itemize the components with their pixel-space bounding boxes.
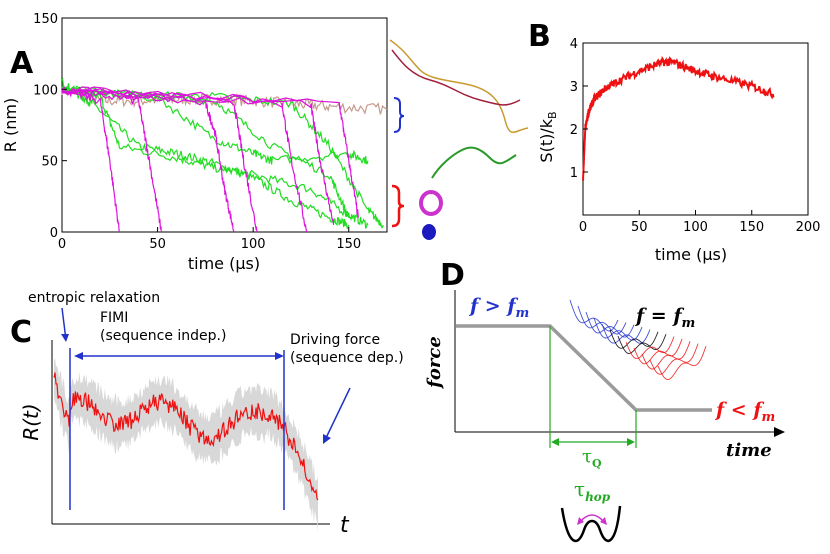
panel-a-lines — [61, 77, 388, 233]
entropic-arrowhead — [61, 334, 69, 342]
panel-a-ylabel: R (nm) — [1, 98, 20, 152]
partially-folded-chain-green — [431, 146, 517, 179]
panel-b-ytick-label: 4 — [570, 37, 578, 52]
panel-d: D τQ f > fm f = fm f < fm force time τho… — [424, 258, 785, 542]
landscape-curve-5 — [609, 329, 659, 349]
panel-b-ytick-label: 1 — [570, 166, 578, 181]
landscape-curve-6 — [617, 334, 667, 354]
driving-force-arrowhead — [323, 434, 331, 444]
panel-a: A 0 50 100 150 0 50 100 150 time (μs) R (nm) — [1, 12, 529, 273]
fimi-sublabel: (sequence indep.) — [100, 328, 226, 344]
tau-hop-label: τhop — [574, 477, 611, 504]
fimi-arrow-right-head — [275, 352, 284, 360]
force-protocol-line — [456, 324, 712, 412]
red-bracket — [391, 184, 405, 228]
landscape-curve-7 — [625, 336, 675, 360]
panel-d-xaxis-arrowhead — [774, 427, 785, 437]
label-force-below-threshold: f < fm — [714, 399, 775, 425]
energy-landscape-curves — [569, 299, 707, 380]
panel-a-series-12 — [61, 86, 359, 218]
panel-a-frame — [61, 17, 388, 233]
panel-a-ytick-label: 100 — [33, 83, 58, 98]
panel-a-series-8 — [61, 88, 235, 233]
panel-a-series-7 — [61, 86, 162, 233]
panel-b-xtick-label: 150 — [739, 220, 764, 235]
panel-b-ytick-label: 2 — [570, 123, 578, 138]
blue-bracket — [393, 97, 405, 133]
globule-conformation-blue — [422, 224, 436, 240]
extended-chain-crimson — [391, 49, 521, 106]
panel-c-xlabel: t — [340, 513, 350, 538]
panel-c: C entropic relaxation FIMI (sequence ind… — [10, 290, 404, 538]
tau-q-left-head — [551, 438, 559, 446]
panel-a-xtick-label: 100 — [241, 237, 266, 252]
panel-a-ytick-label: 150 — [33, 12, 58, 27]
panel-b-xtick-label: 200 — [796, 220, 821, 235]
panel-a-ticks: 0 50 100 150 0 50 100 150 — [33, 12, 361, 252]
panel-a-ytick-label: 50 — [41, 155, 58, 170]
panel-a-series-6 — [61, 86, 120, 233]
panel-b-xtick-label: 100 — [683, 220, 708, 235]
panel-a-xtick-label: 0 — [58, 237, 66, 252]
panel-c-trajectory — [53, 372, 319, 501]
landscape-curve-11 — [657, 345, 707, 380]
panel-a-series-4 — [61, 85, 350, 218]
panel-a-xtick-label: 150 — [336, 237, 361, 252]
entropic-relaxation-label: entropic relaxation — [28, 290, 160, 306]
label-force-at-threshold: f = fm — [634, 305, 695, 331]
driving-force-sublabel: (sequence dep.) — [290, 350, 404, 366]
panel-a-series-9 — [61, 86, 258, 233]
panel-a-letter: A — [10, 46, 34, 81]
driving-force-label: Driving force — [290, 332, 380, 348]
panel-b-ticks: 0 50 100 150 200 1 2 3 4 — [570, 37, 821, 235]
panel-d-letter: D — [440, 258, 465, 293]
fimi-label: FIMI — [100, 310, 128, 326]
panel-d-ylabel: force — [424, 336, 445, 390]
panel-a-series-11 — [61, 88, 335, 225]
panel-b-xlabel: time (μs) — [655, 245, 727, 264]
landscape-curve-8 — [633, 338, 683, 365]
panel-d-xlabel: time — [726, 440, 772, 461]
panel-b-ylabel: S(t)/kB — [537, 111, 559, 162]
double-well-potential — [560, 505, 622, 542]
panel-b-xtick-label: 50 — [631, 220, 648, 235]
panel-b: B 0 50 100 150 200 1 2 3 4 time (μs) S(t)/kB — [528, 19, 820, 264]
label-force-above-threshold: f > fm — [468, 295, 529, 321]
panel-b-letter: B — [528, 19, 551, 54]
landscape-curve-9 — [641, 341, 691, 370]
hop-arrow — [579, 514, 605, 523]
driving-force-arrow — [325, 387, 351, 439]
panel-b-lines — [582, 55, 775, 181]
fimi-arrow-left-head — [74, 352, 83, 360]
panel-b-xtick-label: 0 — [579, 220, 587, 235]
panel-b-ytick-label: 3 — [570, 80, 578, 95]
panel-a-series-1 — [61, 77, 350, 230]
panel-a-series-10 — [61, 89, 308, 233]
landscape-curve-10 — [649, 343, 699, 375]
tau-q-right-head — [627, 438, 635, 446]
panel-c-variance-band — [54, 357, 318, 532]
extended-chain-tan — [389, 39, 529, 133]
hop-arrowhead-left — [577, 517, 584, 525]
panel-a-series-5 — [61, 85, 384, 229]
panel-a-series-2 — [61, 86, 369, 229]
panel-b-series-0 — [582, 55, 775, 181]
panel-c-ylabel: R(t) — [19, 403, 43, 440]
hop-arrowhead-right — [600, 517, 607, 525]
panel-b-frame — [582, 42, 809, 216]
panel-a-ytick-label: 0 — [50, 226, 58, 241]
landscape-curve-1 — [577, 305, 627, 335]
panel-a-xtick-label: 50 — [149, 237, 166, 252]
ring-conformation-magenta — [419, 190, 443, 216]
panel-a-xlabel: time (μs) — [188, 254, 260, 273]
landscape-curve-2 — [585, 311, 635, 338]
panel-c-letter: C — [10, 315, 32, 350]
tau-q-label: τQ — [582, 446, 602, 470]
